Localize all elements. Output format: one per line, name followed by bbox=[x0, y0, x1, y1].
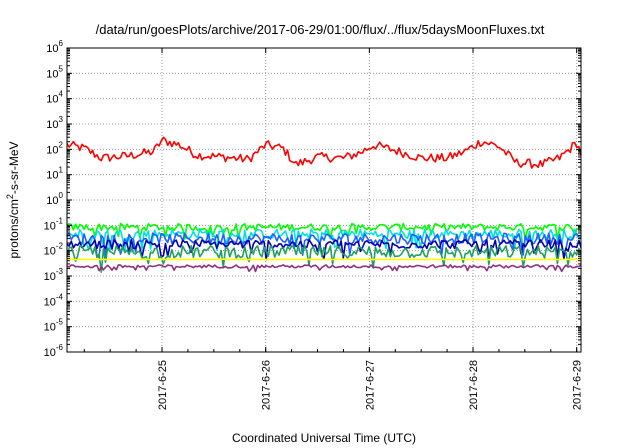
y-axis-label-base: protons/cm bbox=[7, 199, 21, 258]
y-tick-label: 10-6 bbox=[44, 343, 64, 359]
y-tick-label: 106 bbox=[46, 39, 63, 55]
y-tick-label: 104 bbox=[46, 90, 63, 106]
plot-frame bbox=[66, 47, 582, 353]
y-tick-exp: 5 bbox=[59, 64, 64, 73]
x-tick-label: 2017-6-27 bbox=[364, 360, 376, 410]
y-tick-label: 103 bbox=[46, 115, 63, 131]
y-tick-label: 105 bbox=[46, 64, 63, 80]
y-tick-exp: 0 bbox=[59, 191, 64, 200]
y-tick-base: 10 bbox=[44, 322, 56, 334]
series-line-0 bbox=[66, 136, 582, 169]
y-tick-exp: -5 bbox=[56, 318, 64, 327]
y-tick-base: 10 bbox=[46, 119, 58, 131]
y-tick-exp: 3 bbox=[59, 115, 64, 124]
y-tick-exp: 6 bbox=[59, 39, 64, 48]
y-tick-label: 10-5 bbox=[44, 318, 64, 334]
y-axis-label-sup: 2 bbox=[5, 194, 15, 199]
y-tick-base: 10 bbox=[46, 68, 58, 80]
y-tick-exp: 2 bbox=[59, 140, 64, 149]
y-axis-label: protons/cm2-s-sr-MeV bbox=[5, 141, 21, 258]
y-tick-base: 10 bbox=[44, 296, 56, 308]
y-tick-base: 10 bbox=[44, 347, 56, 359]
y-tick-base: 10 bbox=[46, 94, 58, 106]
y-tick-base: 10 bbox=[46, 43, 58, 55]
y-axis-label-rest: -s-sr-MeV bbox=[7, 141, 21, 194]
y-tick-base: 10 bbox=[44, 271, 56, 283]
y-tick-label: 10-1 bbox=[44, 216, 64, 232]
x-tick-label: 2017-6-26 bbox=[261, 360, 273, 410]
x-tick-label: 2017-6-25 bbox=[157, 360, 169, 410]
y-tick-label: 100 bbox=[46, 191, 63, 207]
series-line-6 bbox=[66, 258, 582, 261]
x-axis: 2017-6-25 2017-6-26 2017-6-27 2017-6-28 2017… bbox=[83, 48, 584, 410]
y-tick-base: 10 bbox=[44, 246, 56, 258]
series-line-4 bbox=[66, 238, 582, 261]
series-line-2 bbox=[66, 228, 582, 253]
x-tick-label: 2017-6-29 bbox=[572, 360, 584, 410]
y-tick-label: 101 bbox=[46, 166, 63, 182]
series-group bbox=[66, 136, 582, 273]
y-axis: 10-610-510-410-310-210-11001011021031041… bbox=[44, 39, 581, 359]
y-tick-base: 10 bbox=[46, 170, 58, 182]
x-tick-label: 2017-6-28 bbox=[468, 360, 480, 410]
series-line-7 bbox=[66, 264, 582, 273]
y-tick-label: 102 bbox=[46, 140, 63, 156]
y-tick-label: 10-4 bbox=[44, 292, 64, 308]
y-tick-exp: -6 bbox=[56, 343, 64, 352]
y-tick-exp: 4 bbox=[59, 90, 64, 99]
y-tick-base: 10 bbox=[46, 195, 58, 207]
y-tick-label: 10-2 bbox=[44, 242, 64, 258]
y-tick-exp: 1 bbox=[59, 166, 64, 175]
y-tick-exp: -1 bbox=[56, 216, 64, 225]
series-line-3 bbox=[66, 232, 582, 259]
series-line-1 bbox=[66, 222, 582, 241]
y-tick-exp: -4 bbox=[56, 292, 64, 301]
series-line-5 bbox=[66, 244, 582, 273]
y-tick-label: 10-3 bbox=[44, 267, 64, 283]
grid bbox=[67, 48, 581, 352]
chart-title: /data/run/goesPlots/archive/2017-06-29/0… bbox=[96, 22, 545, 37]
x-axis-label: Coordinated Universal Time (UTC) bbox=[232, 431, 416, 445]
y-tick-exp: -3 bbox=[56, 267, 64, 276]
y-tick-base: 10 bbox=[44, 220, 56, 232]
y-tick-base: 10 bbox=[46, 144, 58, 156]
y-tick-exp: -2 bbox=[56, 242, 64, 251]
